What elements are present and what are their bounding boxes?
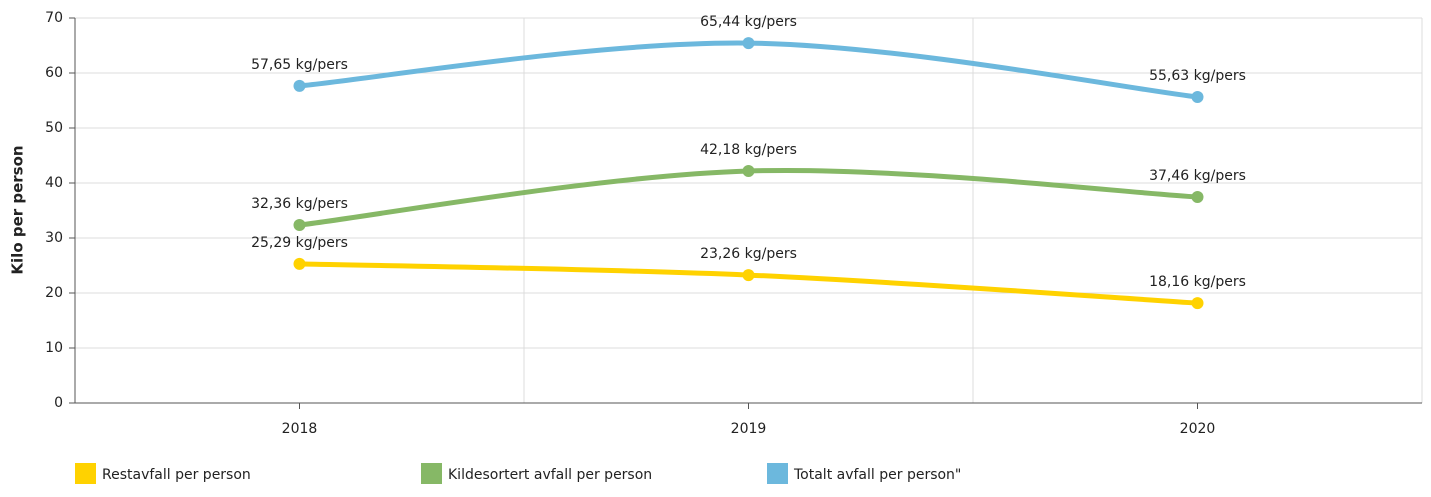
data-point [742,37,755,50]
legend-label: Totalt avfall per person" [793,467,961,483]
data-label: 55,63 kg/pers [1149,68,1246,84]
y-axis-label: Kilo per person [9,145,27,274]
legend-label: Restavfall per person [102,467,251,483]
y-tick-label: 30 [45,230,63,246]
data-label: 18,16 kg/pers [1149,274,1246,290]
y-tick-label: 60 [45,65,63,81]
data-point [293,79,306,92]
data-label: 57,65 kg/pers [251,57,348,73]
data-point [1191,190,1204,203]
data-label: 32,36 kg/pers [251,196,348,212]
x-tick-label: 2020 [1180,421,1216,437]
y-tick-label: 20 [45,285,63,301]
data-point [293,219,306,232]
y-tick-label: 70 [45,10,63,26]
data-label: 65,44 kg/pers [700,14,797,30]
y-tick-label: 40 [45,175,63,191]
y-tick-label: 50 [45,120,63,136]
series-line [297,40,1200,100]
data-point [742,269,755,282]
legend-swatch [75,463,96,484]
legend-swatch [767,463,788,484]
data-label: 25,29 kg/pers [251,235,348,251]
legend-swatch [421,463,442,484]
data-point [293,257,306,270]
data-point [742,165,755,178]
series-line [297,167,1200,228]
x-tick-label: 2018 [282,421,318,437]
y-tick-label: 0 [54,395,63,411]
data-label: 37,46 kg/pers [1149,168,1246,184]
data-point [1191,297,1204,310]
data-point [1191,91,1204,104]
x-tick-label: 2019 [731,421,767,437]
data-label: 23,26 kg/pers [700,246,797,262]
y-tick-label: 10 [45,340,63,356]
legend-label: Kildesortert avfall per person [448,467,652,483]
data-label: 42,18 kg/pers [700,142,797,158]
